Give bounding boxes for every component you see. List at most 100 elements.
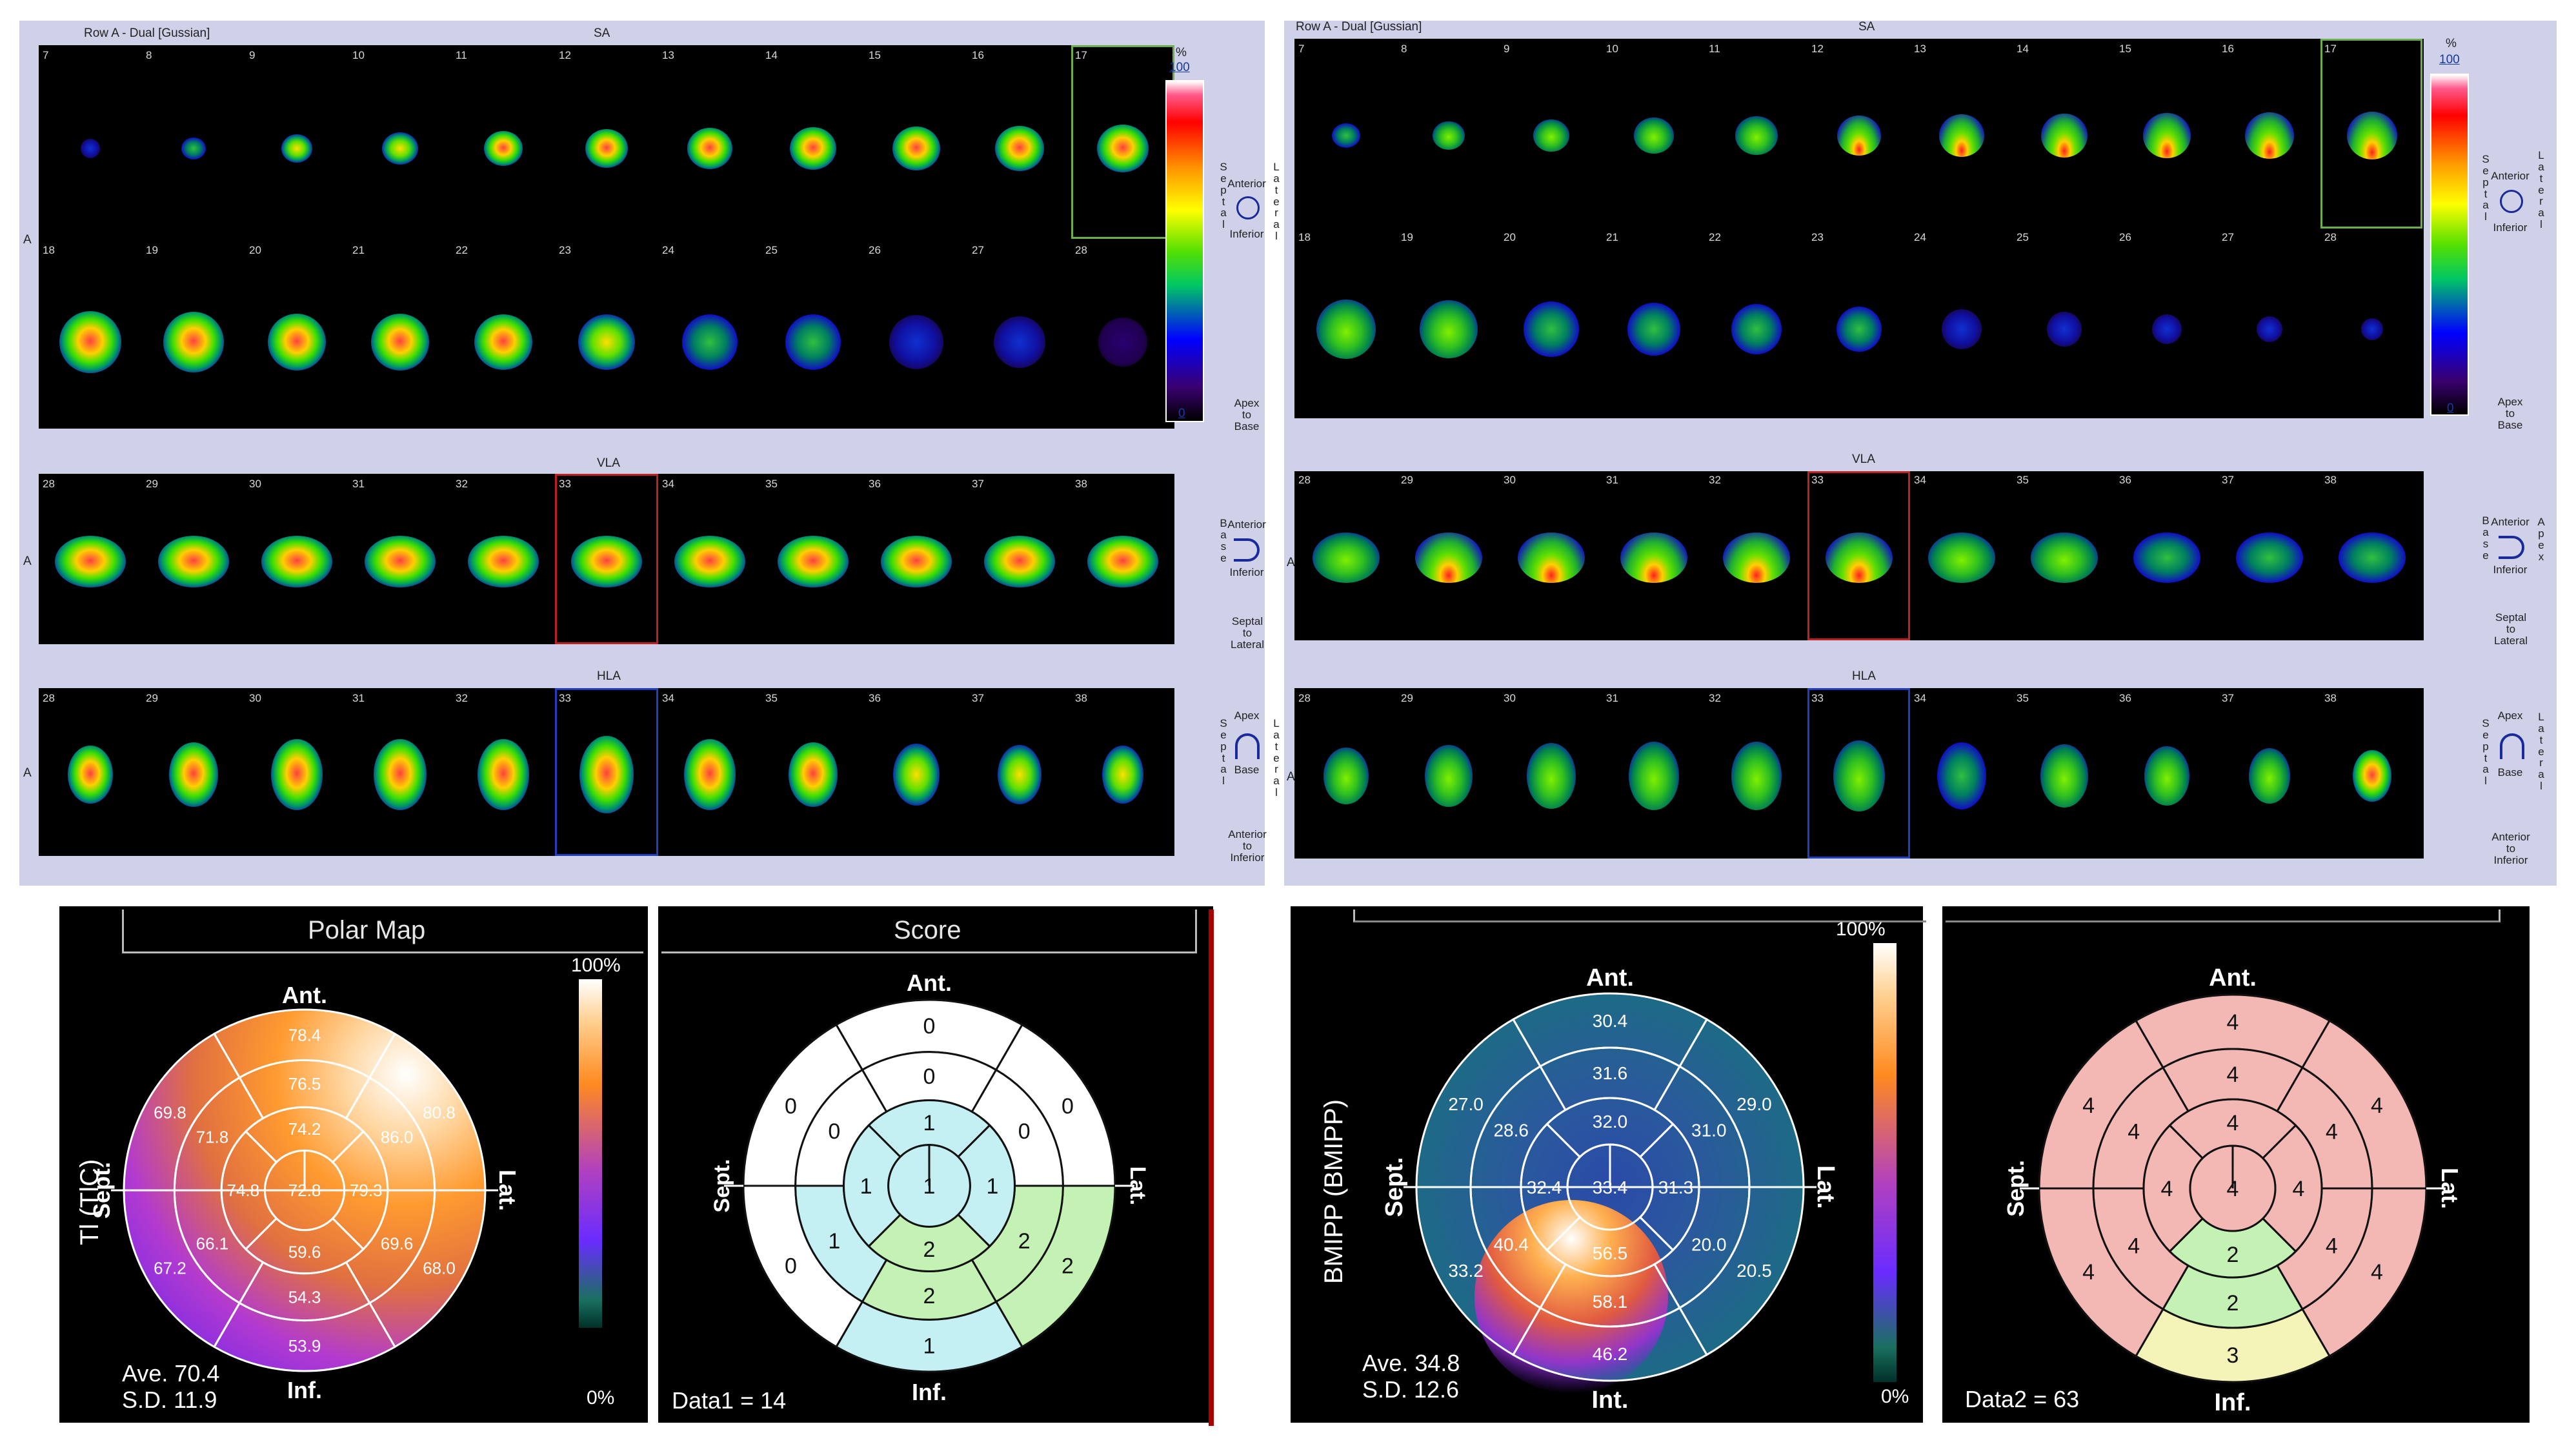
panel-frame <box>661 910 1197 953</box>
hla-label: HLA <box>1852 669 1876 683</box>
slice-image <box>1098 318 1147 367</box>
slice-number: 17 <box>1075 49 1087 61</box>
segment-value: 1 <box>923 1111 936 1135</box>
segment-value: 27.0 <box>1448 1094 1484 1114</box>
segment-value: 58.1 <box>1593 1292 1628 1312</box>
bullseye-segments: 4 4 4 3 4 4 4 4 4 2 4 4 4 4 2 4 4 <box>2038 993 2428 1383</box>
slice-image <box>474 314 532 370</box>
segment-value: 56.5 <box>1593 1243 1628 1263</box>
slice-image <box>163 312 224 372</box>
slice-image <box>995 126 1044 171</box>
slice-number: 32 <box>1709 692 1721 704</box>
slice-number: 31 <box>352 478 365 490</box>
slice-image <box>1938 114 1984 157</box>
slice-image <box>1419 300 1478 358</box>
slice-image <box>2338 533 2406 583</box>
slice-number: 18 <box>43 244 55 256</box>
slice-image <box>1432 121 1465 150</box>
slice-number: 28 <box>2324 231 2337 243</box>
slice-image <box>674 536 745 587</box>
segment-value: 0 <box>785 1254 797 1279</box>
slice-number: 8 <box>1401 43 1407 55</box>
anterior-label: Anterior <box>1227 178 1266 190</box>
slice-number: 10 <box>1606 43 1618 55</box>
colorbar-max: 100 <box>2439 53 2460 66</box>
bmipp-score-panel: 4 4 4 3 4 4 4 4 4 2 4 4 4 4 2 4 4 Ant. Inf. Sept. Lat. Data2… <box>1942 906 2530 1423</box>
slice-number: 37 <box>2222 474 2234 486</box>
slice-number: 7 <box>43 49 49 61</box>
selected-slice-frame <box>2320 39 2422 229</box>
slice-number: 34 <box>662 478 674 490</box>
selected-slice-frame <box>1807 688 1910 859</box>
apex-label: Apex <box>1234 709 1260 722</box>
slice-image <box>1517 533 1585 583</box>
slice-image <box>2142 113 2191 158</box>
slice-number: 35 <box>2017 692 2029 704</box>
slice-image <box>684 739 736 810</box>
label-ant: Ant. <box>1586 964 1634 991</box>
segment-value: 4 <box>2371 1093 2383 1118</box>
slice-number: 38 <box>1075 692 1087 704</box>
segment-value: 0 <box>923 1064 936 1089</box>
slice-number: 36 <box>2119 692 2131 704</box>
anterior-label: Anterior <box>2491 170 2530 182</box>
slice-number: 38 <box>2324 692 2337 704</box>
colorbar-unit: % <box>2446 37 2457 50</box>
slice-number: 30 <box>1504 474 1516 486</box>
segment-value: 4 <box>2371 1260 2383 1285</box>
score-sum: Data2 = 63 <box>1965 1386 2080 1412</box>
segment-value: 0 <box>1062 1094 1074 1119</box>
slice-number: 29 <box>146 692 158 704</box>
segment-value: 78.4 <box>288 1025 321 1044</box>
selected-slice-frame <box>555 688 658 856</box>
slice-number: 25 <box>2017 231 2029 243</box>
segment-value: 59.6 <box>288 1242 321 1261</box>
slice-image <box>281 134 312 163</box>
slice-number: 8 <box>146 49 152 61</box>
slice-number: 13 <box>1914 43 1926 55</box>
segment-value: 32.0 <box>1593 1112 1628 1132</box>
slice-number: 32 <box>456 478 468 490</box>
spect-panel-right: Row A - Dual [Gussian] SA 7 8 9 10 11 12 13 14 1… <box>1284 21 2557 886</box>
slice-image <box>1620 533 1687 583</box>
segment-value: 2 <box>1018 1229 1031 1254</box>
segment-value: 0 <box>1018 1119 1031 1144</box>
segment-value: 54.3 <box>288 1287 321 1307</box>
segment-apex <box>1566 1143 1654 1231</box>
slice-image <box>1323 747 1369 804</box>
slice-image <box>571 536 642 587</box>
segment-value: 68.0 <box>423 1259 456 1278</box>
slice-image <box>2133 533 2200 583</box>
apex-to-base-label: Apex to Base <box>1234 397 1260 432</box>
slice-image <box>55 536 126 587</box>
panel-frame <box>1353 910 1926 922</box>
slice-number: 31 <box>1606 692 1618 704</box>
slice-image <box>2144 746 2189 806</box>
slice-image <box>682 314 738 370</box>
colorbar-max: 100 <box>1169 61 1190 74</box>
segment-apex <box>887 1144 971 1228</box>
slice-image <box>2235 533 2303 583</box>
pct-bottom: 0% <box>1881 1386 1909 1407</box>
anterior-to-inferior-label: Anterior to Inferior <box>1228 828 1267 864</box>
slice-image <box>1836 116 1881 156</box>
arc-icon-right <box>2499 536 2524 559</box>
selected-slice-frame <box>555 474 658 644</box>
segment-value: 1 <box>828 1229 840 1254</box>
pct-top: 100% <box>571 955 621 976</box>
slice-image <box>2151 314 2182 344</box>
slice-number: 33 <box>1811 692 1824 704</box>
hla-strip: 28 29 30 31 32 33 34 35 36 37 38 <box>39 688 1174 856</box>
slice-image <box>2244 112 2294 159</box>
slice-number: 15 <box>2119 43 2131 55</box>
slice-image <box>1526 743 1576 809</box>
slice-number: 36 <box>869 692 881 704</box>
red-edge <box>1209 910 1214 1426</box>
colorbar <box>2430 74 2469 416</box>
label-lat: Lat. <box>494 1170 521 1211</box>
slice-image <box>1331 123 1360 148</box>
segment-value: 53.9 <box>288 1336 321 1356</box>
vla-label: VLA <box>1852 453 1875 466</box>
